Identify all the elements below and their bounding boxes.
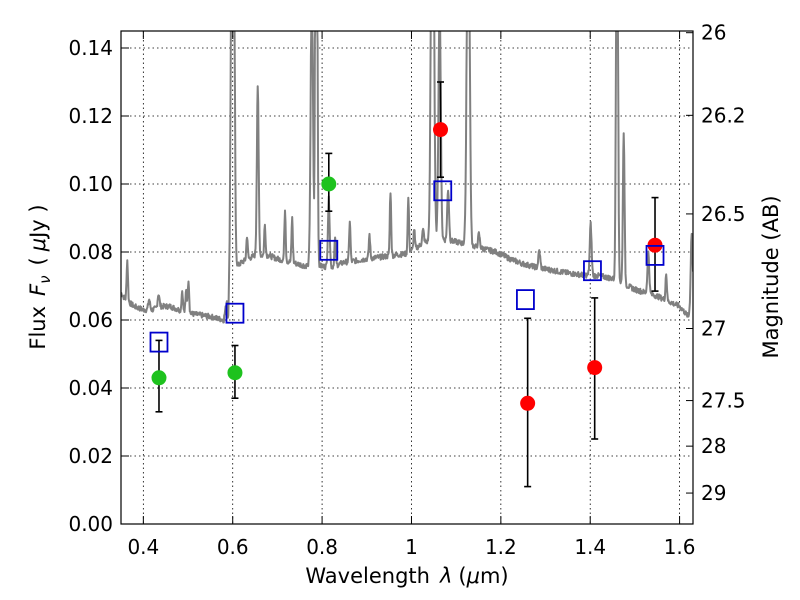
model-band-point: [149, 331, 169, 353]
error-bars: [155, 81, 659, 488]
data-point: [520, 395, 536, 411]
y2-tick-label: 27.5: [701, 389, 746, 413]
y-tick-label: 0.06: [68, 308, 113, 332]
model-spectrum-line: [121, 31, 693, 324]
y2-tick-label: 26.2: [701, 103, 746, 127]
data-point: [151, 370, 167, 386]
y-tick-label: 0.02: [68, 444, 113, 468]
y-tick-label: 0.04: [68, 376, 113, 400]
y-tick-label: 0.10: [68, 172, 113, 196]
model-band-point: [516, 289, 535, 311]
x-tick-label: 1: [405, 535, 418, 559]
x-axis-label: Wavelength λ (μm): [305, 564, 508, 588]
x-tick-label: 1.2: [485, 535, 517, 559]
x-tick-label: 0.8: [306, 535, 338, 559]
y-axis-ticks: 0.00 0.02 0.04 0.06 0.08 0.10 0.12 0.14: [68, 36, 129, 536]
model-band-point: [645, 244, 665, 266]
y-tick-label: 0.00: [68, 512, 113, 536]
y-tick-label: 0.12: [68, 104, 113, 128]
model-band-point: [319, 239, 339, 261]
plot-frame: [120, 30, 694, 525]
data-point: [321, 176, 337, 192]
y-tick-label: 0.14: [68, 36, 113, 60]
grid-lines: [121, 31, 693, 525]
x-tick-label: 0.4: [127, 535, 159, 559]
data-point: [587, 360, 603, 376]
model-spectrum: [121, 31, 693, 324]
y2-tick-label: 29: [701, 481, 726, 505]
x-tick-label: 1.4: [574, 535, 606, 559]
y-tick-label: 0.08: [68, 240, 113, 264]
y2-tick-label: 26: [701, 21, 726, 45]
data-point: [227, 365, 243, 381]
x-axis-ticks: 0.4 0.6 0.8 1 1.2 1.4 1.6: [127, 31, 696, 559]
x-tick-label: 0.6: [217, 535, 249, 559]
y2-axis-ticks: 26 26.2 26.5 27 27.5 28 29: [686, 21, 746, 505]
y2-tick-label: 27: [701, 317, 726, 341]
y2-tick-label: 28: [701, 434, 726, 458]
y2-axis-label: Magnitude (AB): [759, 195, 783, 358]
y2-tick-label: 26.5: [701, 202, 746, 226]
data-point: [433, 122, 449, 138]
y-axis-label: FluxFν(μJy ): [26, 204, 54, 349]
data-markers: [149, 122, 665, 411]
model-band-point: [433, 180, 453, 202]
x-tick-label: 1.6: [664, 535, 696, 559]
model-band-point: [225, 302, 245, 324]
model-band-point: [583, 260, 602, 282]
